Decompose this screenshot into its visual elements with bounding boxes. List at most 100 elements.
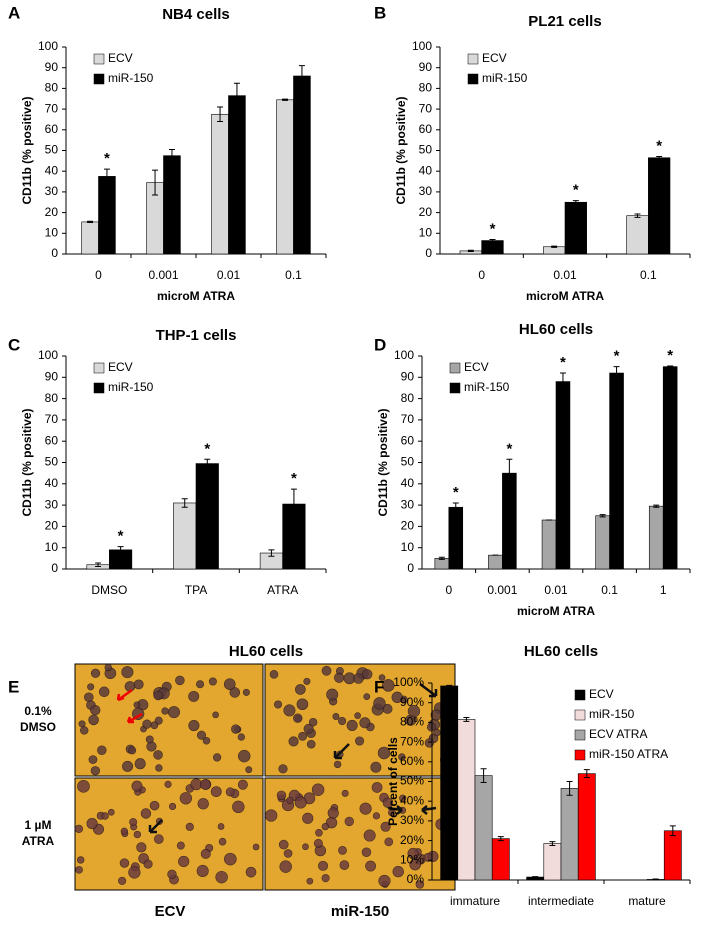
cell xyxy=(245,766,253,774)
cell xyxy=(229,687,241,698)
legend-label: ECV xyxy=(482,51,507,65)
cell xyxy=(200,779,211,790)
panel-letter: C xyxy=(8,335,20,354)
cell xyxy=(168,802,177,811)
cell xyxy=(231,724,241,734)
cell xyxy=(77,856,85,864)
y-tick-label: 10 xyxy=(45,540,59,554)
row-label: DMSO xyxy=(20,720,56,734)
legend-swatch xyxy=(574,689,586,701)
x-tick-label: immature xyxy=(450,894,500,908)
x-tick-label: 0.1 xyxy=(285,268,302,282)
cell xyxy=(298,731,308,741)
chart-title: PL21 cells xyxy=(528,13,601,30)
error-bar xyxy=(233,82,240,109)
cell xyxy=(384,837,394,847)
cell xyxy=(176,841,185,850)
cell xyxy=(398,753,406,761)
cell xyxy=(74,824,84,833)
y-tick-label: 10 xyxy=(45,225,59,239)
cell xyxy=(153,750,163,760)
bar xyxy=(173,502,197,570)
cell xyxy=(218,837,227,846)
error-bar xyxy=(117,546,124,554)
cell xyxy=(311,783,325,796)
cell xyxy=(167,706,180,719)
cell xyxy=(359,802,372,815)
cell xyxy=(382,797,394,808)
significance-label: * xyxy=(667,347,673,364)
cell xyxy=(188,690,200,702)
arrow xyxy=(333,743,350,760)
cell xyxy=(409,858,421,871)
x-tick-label: 0 xyxy=(445,583,452,597)
x-tick-label: 0.01 xyxy=(217,268,241,282)
error-bar xyxy=(268,549,275,557)
cell xyxy=(80,726,89,735)
cell xyxy=(327,807,339,819)
y-tick-label: 50% xyxy=(400,774,424,788)
cell xyxy=(346,719,358,731)
legend-label: ECV xyxy=(589,687,614,701)
bar xyxy=(662,366,678,570)
error-bar xyxy=(669,825,676,837)
cell xyxy=(136,842,147,853)
cell xyxy=(378,674,386,681)
cell xyxy=(295,684,306,695)
cell xyxy=(188,719,200,732)
cell xyxy=(237,779,248,790)
error-bar xyxy=(438,556,445,560)
legend-label: ECV xyxy=(108,51,133,65)
cell xyxy=(321,874,330,883)
cell xyxy=(245,866,257,878)
cell xyxy=(333,672,345,683)
bar xyxy=(448,506,464,570)
significance-label: * xyxy=(560,354,566,371)
arrow xyxy=(387,805,437,815)
chart-title: HL60 cells xyxy=(524,643,598,660)
cell xyxy=(131,780,143,792)
error-bar xyxy=(217,106,224,123)
cell xyxy=(363,693,371,701)
y-tick-label: 40 xyxy=(45,476,59,490)
y-tick-label: 60 xyxy=(419,122,433,136)
cell xyxy=(296,698,309,711)
cell xyxy=(344,816,354,827)
y-tick-label: 70 xyxy=(419,101,433,115)
cell xyxy=(208,677,217,686)
legend-label: miR-150 xyxy=(589,707,635,721)
error-bar xyxy=(613,366,620,380)
error-bar xyxy=(583,769,590,779)
y-tick-label: 90 xyxy=(45,369,59,383)
cell xyxy=(338,845,347,855)
cell xyxy=(238,749,251,763)
significance-label: * xyxy=(614,348,620,365)
cell xyxy=(313,838,323,848)
y-tick-label: 70 xyxy=(401,412,415,426)
cell xyxy=(293,713,303,723)
y-tick-label: 40 xyxy=(401,476,415,490)
x-axis-label: microM ATRA xyxy=(526,289,604,303)
cell xyxy=(377,746,391,760)
cells xyxy=(74,663,454,889)
significance-label: * xyxy=(104,150,110,167)
cell xyxy=(97,745,107,755)
bar xyxy=(609,372,624,570)
bar xyxy=(474,775,493,881)
cell xyxy=(278,764,288,774)
cell xyxy=(415,880,425,889)
cell xyxy=(359,717,371,729)
cell xyxy=(149,800,160,811)
cell xyxy=(153,690,163,701)
cell xyxy=(86,818,98,830)
cell xyxy=(288,736,299,747)
cell xyxy=(88,755,98,764)
error-bar xyxy=(652,878,659,881)
cell xyxy=(154,834,164,844)
legend-swatch xyxy=(449,382,461,394)
error-bar xyxy=(290,488,297,520)
error-bar xyxy=(452,502,459,512)
cell xyxy=(373,697,386,710)
cell xyxy=(87,683,95,691)
